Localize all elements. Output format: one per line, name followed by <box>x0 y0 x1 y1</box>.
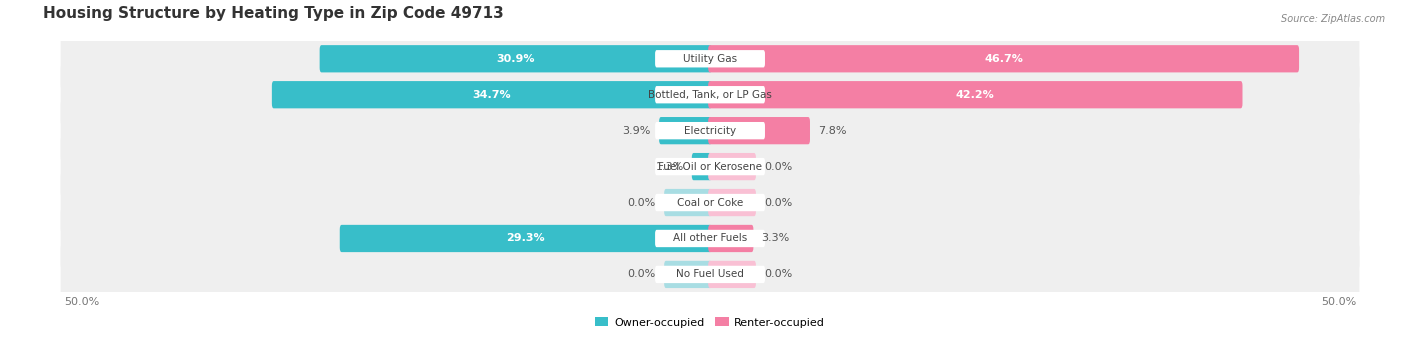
Text: 0.0%: 0.0% <box>763 269 793 279</box>
FancyBboxPatch shape <box>692 153 711 180</box>
Text: All other Fuels: All other Fuels <box>673 234 747 243</box>
Text: Utility Gas: Utility Gas <box>683 54 737 64</box>
FancyBboxPatch shape <box>60 64 1360 125</box>
Legend: Owner-occupied, Renter-occupied: Owner-occupied, Renter-occupied <box>591 313 830 332</box>
FancyBboxPatch shape <box>60 136 1360 197</box>
Text: Fuel Oil or Kerosene: Fuel Oil or Kerosene <box>658 162 762 172</box>
FancyBboxPatch shape <box>664 189 711 216</box>
FancyBboxPatch shape <box>709 117 810 144</box>
Text: Housing Structure by Heating Type in Zip Code 49713: Housing Structure by Heating Type in Zip… <box>44 6 503 21</box>
FancyBboxPatch shape <box>709 261 756 288</box>
Text: 42.2%: 42.2% <box>956 90 994 100</box>
Text: 29.3%: 29.3% <box>506 234 546 243</box>
FancyBboxPatch shape <box>655 266 765 283</box>
FancyBboxPatch shape <box>709 153 756 180</box>
FancyBboxPatch shape <box>60 208 1360 269</box>
FancyBboxPatch shape <box>664 261 711 288</box>
FancyBboxPatch shape <box>60 244 1360 305</box>
Text: 3.9%: 3.9% <box>623 126 651 136</box>
FancyBboxPatch shape <box>340 225 711 252</box>
FancyBboxPatch shape <box>709 189 756 216</box>
Text: No Fuel Used: No Fuel Used <box>676 269 744 279</box>
FancyBboxPatch shape <box>60 172 1360 233</box>
FancyBboxPatch shape <box>655 158 765 175</box>
Text: 34.7%: 34.7% <box>472 90 512 100</box>
FancyBboxPatch shape <box>709 45 1299 72</box>
Text: Bottled, Tank, or LP Gas: Bottled, Tank, or LP Gas <box>648 90 772 100</box>
FancyBboxPatch shape <box>655 230 765 247</box>
Text: Source: ZipAtlas.com: Source: ZipAtlas.com <box>1281 14 1385 23</box>
Text: 0.0%: 0.0% <box>627 198 657 207</box>
FancyBboxPatch shape <box>319 45 711 72</box>
FancyBboxPatch shape <box>655 122 765 139</box>
FancyBboxPatch shape <box>60 100 1360 161</box>
FancyBboxPatch shape <box>655 50 765 67</box>
Text: Electricity: Electricity <box>683 126 737 136</box>
Text: 0.0%: 0.0% <box>627 269 657 279</box>
FancyBboxPatch shape <box>271 81 711 108</box>
Text: 0.0%: 0.0% <box>763 162 793 172</box>
FancyBboxPatch shape <box>659 117 711 144</box>
FancyBboxPatch shape <box>709 81 1243 108</box>
Text: 30.9%: 30.9% <box>496 54 536 64</box>
Text: 1.3%: 1.3% <box>655 162 683 172</box>
FancyBboxPatch shape <box>655 86 765 103</box>
Text: 7.8%: 7.8% <box>818 126 846 136</box>
Text: 46.7%: 46.7% <box>984 54 1024 64</box>
Text: 3.3%: 3.3% <box>762 234 790 243</box>
Text: 0.0%: 0.0% <box>763 198 793 207</box>
Text: Coal or Coke: Coal or Coke <box>676 198 744 207</box>
FancyBboxPatch shape <box>709 225 754 252</box>
FancyBboxPatch shape <box>655 194 765 211</box>
FancyBboxPatch shape <box>60 29 1360 89</box>
